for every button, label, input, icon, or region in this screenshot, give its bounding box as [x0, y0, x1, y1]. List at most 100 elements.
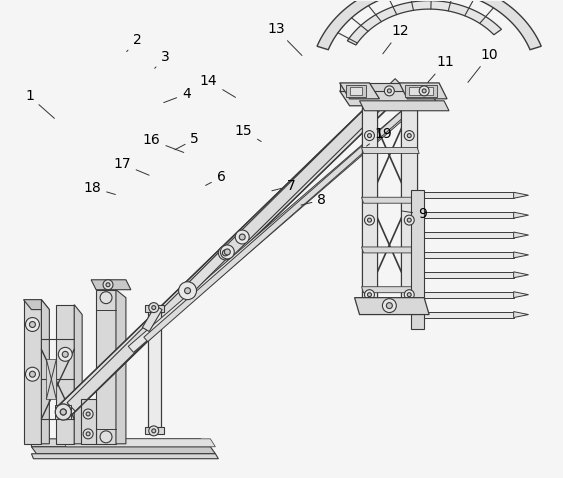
Circle shape: [60, 409, 66, 415]
Circle shape: [185, 288, 190, 293]
Polygon shape: [32, 454, 218, 459]
Circle shape: [358, 89, 361, 93]
Polygon shape: [96, 290, 116, 444]
Text: 17: 17: [113, 157, 149, 175]
Circle shape: [152, 429, 156, 433]
Circle shape: [86, 412, 90, 416]
Text: 3: 3: [155, 51, 169, 68]
Polygon shape: [513, 272, 529, 278]
Circle shape: [407, 134, 411, 138]
Polygon shape: [74, 304, 82, 444]
Circle shape: [355, 86, 364, 96]
Polygon shape: [317, 0, 541, 50]
Circle shape: [364, 290, 374, 300]
Circle shape: [364, 130, 374, 141]
Text: 12: 12: [383, 24, 409, 54]
Polygon shape: [61, 439, 216, 447]
Polygon shape: [401, 96, 417, 310]
Circle shape: [404, 215, 414, 225]
Circle shape: [218, 246, 233, 260]
Circle shape: [86, 432, 90, 436]
Polygon shape: [32, 447, 216, 454]
Polygon shape: [339, 83, 379, 99]
Polygon shape: [42, 300, 50, 444]
Polygon shape: [417, 292, 513, 298]
Circle shape: [407, 218, 411, 222]
Polygon shape: [399, 83, 447, 99]
Polygon shape: [361, 99, 377, 310]
Circle shape: [235, 230, 249, 244]
Polygon shape: [56, 304, 74, 444]
Text: 13: 13: [267, 22, 302, 55]
Polygon shape: [142, 305, 162, 332]
Polygon shape: [417, 312, 513, 317]
Polygon shape: [148, 310, 160, 429]
Polygon shape: [513, 312, 529, 317]
Polygon shape: [339, 83, 429, 91]
Polygon shape: [401, 99, 417, 310]
Text: 7: 7: [272, 179, 296, 193]
Polygon shape: [339, 91, 439, 106]
Circle shape: [419, 86, 429, 96]
Polygon shape: [417, 252, 513, 258]
Circle shape: [60, 409, 66, 415]
Text: 10: 10: [468, 48, 498, 82]
Polygon shape: [56, 85, 400, 420]
Circle shape: [368, 218, 372, 222]
Circle shape: [106, 283, 110, 287]
Text: 16: 16: [143, 133, 184, 152]
Polygon shape: [128, 98, 422, 352]
Text: 8: 8: [301, 193, 326, 207]
Circle shape: [25, 367, 39, 381]
Polygon shape: [361, 247, 419, 253]
Circle shape: [103, 280, 113, 290]
Polygon shape: [417, 212, 513, 218]
Polygon shape: [55, 405, 72, 419]
Polygon shape: [355, 298, 429, 315]
Polygon shape: [417, 192, 513, 198]
Circle shape: [412, 89, 416, 93]
Circle shape: [62, 351, 68, 358]
Circle shape: [222, 250, 229, 256]
Polygon shape: [361, 96, 377, 310]
Circle shape: [385, 86, 394, 96]
Circle shape: [407, 293, 411, 297]
Polygon shape: [405, 85, 437, 97]
Circle shape: [364, 215, 374, 225]
Polygon shape: [411, 190, 424, 329]
Circle shape: [368, 134, 372, 138]
Text: 6: 6: [205, 170, 226, 185]
Polygon shape: [361, 148, 419, 153]
Polygon shape: [145, 304, 164, 312]
Polygon shape: [58, 87, 398, 418]
Polygon shape: [361, 287, 419, 293]
Polygon shape: [360, 101, 449, 111]
Circle shape: [25, 317, 39, 331]
Circle shape: [404, 130, 414, 141]
Circle shape: [149, 303, 159, 313]
Polygon shape: [24, 300, 42, 444]
Polygon shape: [513, 212, 529, 218]
Polygon shape: [346, 85, 365, 97]
Circle shape: [220, 245, 234, 259]
Circle shape: [386, 303, 392, 309]
Circle shape: [149, 426, 159, 436]
Polygon shape: [350, 87, 361, 95]
Polygon shape: [91, 280, 131, 290]
Circle shape: [224, 249, 230, 255]
Text: 14: 14: [200, 74, 235, 98]
Circle shape: [55, 404, 72, 420]
Circle shape: [29, 322, 35, 327]
Polygon shape: [184, 250, 229, 294]
Circle shape: [404, 290, 414, 300]
Text: 5: 5: [175, 132, 199, 150]
Circle shape: [387, 89, 391, 93]
Polygon shape: [513, 252, 529, 258]
Circle shape: [100, 292, 112, 304]
Circle shape: [83, 409, 93, 419]
Circle shape: [83, 429, 93, 439]
Text: 4: 4: [164, 87, 191, 103]
Text: 1: 1: [25, 89, 55, 119]
Circle shape: [239, 234, 245, 240]
Text: 2: 2: [127, 33, 141, 52]
